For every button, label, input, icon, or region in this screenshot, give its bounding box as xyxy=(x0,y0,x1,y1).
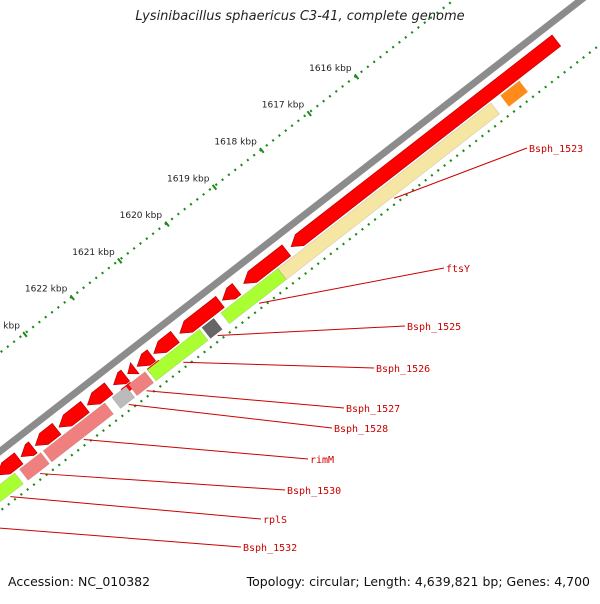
gene-Bsph_1527 xyxy=(128,371,155,397)
callout-Bsph_1523 xyxy=(393,147,528,199)
kbp-tick-1622 xyxy=(69,294,75,301)
gene-label-rplS: rplS xyxy=(263,515,287,526)
kbp-label-1617: 1617 kbp xyxy=(262,101,305,111)
gene-Bsph_1528 xyxy=(111,385,136,409)
backbone-line xyxy=(0,0,587,456)
kbp-tick-1617 xyxy=(306,110,312,117)
kbp-tick-1618 xyxy=(259,147,265,154)
callout-Bsph_1527 xyxy=(146,390,345,409)
forward-gene-6 xyxy=(136,349,157,367)
forward-gene-2 xyxy=(243,244,292,284)
forward-gene-9 xyxy=(86,382,114,406)
callout-Bsph_1526 xyxy=(183,361,375,369)
gene-label-ftsY: ftsY xyxy=(446,264,470,275)
forward-gene-11 xyxy=(34,422,62,446)
callout-Bsph_1525 xyxy=(217,325,406,337)
gene-orange xyxy=(500,80,528,107)
gene-label-Bsph_1523: Bsph_1523 xyxy=(529,144,583,155)
kbp-label-1623: 1623 kbp xyxy=(0,322,20,332)
forward-gene-3 xyxy=(221,283,242,301)
forward-gene-13 xyxy=(0,452,24,476)
gene-label-Bsph_1532: Bsph_1532 xyxy=(243,543,297,554)
kbp-label-1622: 1622 kbp xyxy=(25,285,68,295)
kbp-tick-1621 xyxy=(117,257,123,264)
gene-label-rimM: rimM xyxy=(310,455,334,466)
forward-gene-8 xyxy=(113,369,131,386)
forward-gene-1 xyxy=(290,34,562,248)
gene-label-Bsph_1526: Bsph_1526 xyxy=(376,364,430,375)
gene-Bsph_1525 xyxy=(201,317,223,339)
kbp-tick-1620 xyxy=(164,221,170,228)
genome-title: Lysinibacillus sphaericus C3-41, complet… xyxy=(135,9,465,24)
gene-label-Bsph_1530: Bsph_1530 xyxy=(287,486,341,497)
callout-ftsY xyxy=(258,267,445,304)
gene-label-Bsph_1527: Bsph_1527 xyxy=(346,404,400,415)
kbp-label-1621: 1621 kbp xyxy=(72,248,115,258)
callout-Bsph_1530 xyxy=(39,473,286,491)
callout-rplS xyxy=(10,496,262,520)
gene-rplS xyxy=(0,472,24,503)
inner-tick-track xyxy=(0,43,600,513)
callout-rimM xyxy=(83,439,309,460)
backbone-gap xyxy=(0,0,600,583)
forward-gene-10 xyxy=(58,400,90,428)
genome-summary-text: Topology: circular; Length: 4,639,821 bp… xyxy=(246,574,590,589)
kbp-label-1620: 1620 kbp xyxy=(120,211,163,221)
accession-text: Accession: NC_010382 xyxy=(8,574,151,589)
callout-Bsph_1528 xyxy=(128,404,333,429)
gene-ftsY xyxy=(220,268,287,325)
gene-rimM xyxy=(42,402,114,463)
forward-gene-5 xyxy=(153,330,180,354)
gene-Bsph_1523 xyxy=(277,102,500,281)
forward-gene-4 xyxy=(179,295,225,334)
kbp-label-1619: 1619 kbp xyxy=(167,174,210,184)
gene-Bsph_1530 xyxy=(19,452,50,481)
forward-gene-12 xyxy=(20,441,38,457)
kbp-label-1616: 1616 kbp xyxy=(309,64,352,74)
forward-gene-7 xyxy=(127,362,140,375)
kbp-tick-1616 xyxy=(353,73,360,80)
callout-Bsph_1532 xyxy=(0,527,242,548)
gene-label-Bsph_1525: Bsph_1525 xyxy=(407,322,461,333)
kbp-tick-1619 xyxy=(211,184,218,191)
gene-Bsph_1526 xyxy=(146,328,209,382)
kbp-tick-1623 xyxy=(22,331,28,338)
kbp-label-1618: 1618 kbp xyxy=(214,137,257,147)
gene-label-Bsph_1528: Bsph_1528 xyxy=(334,424,388,435)
